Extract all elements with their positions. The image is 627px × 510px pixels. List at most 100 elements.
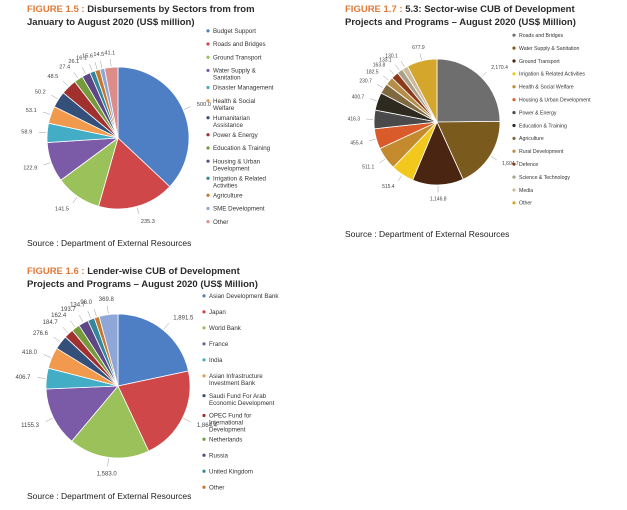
fig17-leader-line-12	[400, 60, 405, 68]
fig15-legend-label-ground-transport: Ground Transport	[213, 54, 262, 61]
fig15-data-label-6: 50.2	[35, 89, 46, 95]
fig17-legend-marker-media	[512, 188, 516, 192]
fig15-data-label-5: 53.1	[26, 108, 37, 114]
fig15-legend-marker-housing-and-urban-development	[206, 159, 210, 163]
fig15-legend-marker-sme-development	[206, 206, 210, 211]
fig16-leader-line-12	[107, 305, 109, 314]
fig15-leader-line-2	[72, 197, 78, 204]
fig16-legend-label-other: Other	[209, 484, 224, 491]
fig17-legend-marker-other	[512, 201, 516, 205]
fig16-slice-1	[117, 370, 191, 452]
figure-1-5-source: Source : Department of External Resource…	[27, 238, 192, 248]
fig15-legend-marker-other	[206, 220, 210, 224]
fig16-legend-label-russia: Russia	[209, 452, 228, 459]
fig16-legend-label-saudi-fund-for-arab-economic-development: Saudi Fund For Arab	[209, 393, 267, 400]
fig17-legend-marker-irrigation-and-related-activities	[512, 72, 516, 76]
fig16-legend-marker-opec-fund-for-international-development	[202, 413, 206, 418]
fig15-legend-label-other: Other	[213, 219, 228, 226]
fig16-data-label-10: 134.7	[70, 303, 86, 309]
fig15-legend-marker-disaster-management	[206, 85, 210, 90]
fig17-slice-1	[436, 120, 501, 180]
fig17-leader-line-9	[383, 75, 389, 81]
fig17-leader-line-3	[397, 175, 403, 182]
figure-1-6-source: Source : Department of External Resource…	[27, 491, 192, 501]
fig15-leader-line-12	[100, 60, 103, 68]
fig16-leader-line-10	[87, 311, 91, 319]
fig17-legend-label-health-and-social-welfare: Health & Social Welfare	[519, 85, 574, 91]
fig17-legend-label-defence: Defence	[519, 162, 538, 168]
fig16-legend-label-united-kingdom: United Kingdom	[209, 468, 253, 475]
figure-1-7-title-line2: Projects and Programs – August 2020 (US$…	[345, 17, 576, 28]
fig16-legend-marker-saudi-fund-for-arab-economic-development	[202, 394, 206, 398]
fig16-legend-label-france: France	[209, 341, 229, 348]
fig15-legend-label-humanitarian-assistance: Humanitarian	[213, 115, 250, 122]
fig17-legend-label-irrigation-and-related-activities: Irrigation & Related Activities	[519, 72, 585, 78]
fig15-legend-marker-water-supply-and-sanitation	[206, 68, 210, 73]
fig15-leader-line-5	[43, 111, 51, 115]
fig15-slice-1	[98, 137, 171, 210]
figure-1-5-title: FIGURE 1.5 : Disbursements by Sectors fr…	[27, 3, 255, 29]
fig15-legend-label-health-and-social-welfare: Health & Social	[213, 98, 255, 105]
fig16-legend-marker-japan	[202, 310, 206, 314]
fig17-legend-marker-defence	[512, 162, 516, 166]
fig17-legend-label-roads-and-bridges: Roads and Bridges	[519, 33, 564, 39]
fig15-data-label-10: 16.1	[76, 56, 87, 62]
fig16-legend-label-asian-infrastructure-investment-bank-line2: Investment Bank	[209, 380, 256, 387]
fig17-legend-label-ground-transport: Ground Transport	[519, 59, 560, 65]
figure-1-7-source: Source : Department of External Resource…	[345, 229, 510, 239]
fig17-legend-label-science-and-technology: Science & Technology	[519, 175, 570, 181]
fig16-leader-line-11	[93, 308, 97, 317]
fig17-leader-line-0	[481, 71, 487, 77]
fig15-data-label-4: 58.9	[21, 130, 32, 136]
fig15-leader-line-6	[51, 94, 58, 100]
fig15-data-label-11: 15.6	[82, 54, 93, 60]
fig17-legend-label-rural-development: Rural Development	[519, 149, 564, 155]
fig16-data-label-7: 184.7	[43, 320, 59, 326]
figure-1-7-label: FIGURE 1.7 :	[345, 4, 403, 15]
fig16-leader-line-1	[183, 418, 191, 423]
fig17-legend-label-water-supply-and-sanitation: Water Supply & Sanitation	[519, 46, 579, 52]
fig15-legend-label-sme-development: SME Development	[213, 206, 265, 213]
fig15-legend-marker-ground-transport	[206, 55, 210, 59]
figure-1-6-label: FIGURE 1.6 :	[27, 266, 85, 277]
fig15-data-label-13: 41.1	[104, 50, 115, 56]
fig16-legend-label-asian-development-bank: Asian Development Bank	[209, 293, 279, 300]
fig17-leader-line-13	[419, 53, 422, 60]
fig15-leader-line-10	[89, 64, 93, 71]
fig17-legend-marker-power-and-energy	[512, 110, 516, 115]
fig17-leader-line-1	[490, 156, 497, 161]
fig16-leader-line-2	[107, 458, 109, 467]
fig16-legend-label-netherlands: Netherlands	[209, 436, 242, 443]
fig17-legend-marker-agriculture	[512, 136, 516, 140]
fig17-data-label-0: 2,170.4	[491, 65, 508, 71]
fig17-leader-line-8	[377, 84, 384, 89]
fig17-data-label-13: 677.9	[412, 45, 425, 51]
fig17-data-label-8: 230.7	[359, 79, 372, 85]
fig16-legend-marker-russia	[202, 453, 206, 457]
fig17-legend-marker-health-and-social-welfare	[512, 85, 516, 89]
fig15-leader-line-13	[110, 59, 112, 67]
figure-1-5-title-line1: Disbursements by Sectors from from	[87, 4, 255, 15]
fig17-legend-label-other: Other	[519, 201, 532, 207]
fig15-leader-line-7	[62, 80, 69, 87]
figure-1-6-title-line1: Lender-wise CUB of Development	[87, 266, 240, 277]
fig15-leader-line-4	[38, 131, 47, 133]
fig17-legend-label-power-and-energy: Power & Energy	[519, 110, 557, 116]
fig15-data-label-1: 235.3	[141, 219, 155, 225]
fig15-legend-label-budget-support: Budget Support	[213, 28, 256, 35]
fig17-leader-line-5	[368, 138, 376, 142]
fig15-legend-marker-irrigation-and-related-activities	[206, 176, 210, 180]
fig15-legend-label-irrigation-and-related-activities: Irrigation & Related	[213, 175, 267, 182]
fig15-legend-marker-power-and-energy	[206, 133, 210, 137]
fig15-leader-line-8	[73, 72, 79, 79]
fig16-data-label-0: 1,891.5	[173, 316, 194, 322]
fig17-legend-label-media: Media	[519, 188, 533, 194]
fig17-slice-0	[436, 58, 501, 123]
fig15-data-label-8: 27.4	[59, 65, 70, 71]
fig17-data-label-1: 1,604.7	[502, 161, 519, 167]
fig16-slice-0	[117, 313, 189, 387]
fig16-legend-label-world-bank: World Bank	[209, 325, 242, 332]
fig17-legend-label-housing-and-urban-development: Housing & Urban Development	[519, 98, 591, 104]
fig16-data-label-11: 96.0	[80, 300, 92, 306]
